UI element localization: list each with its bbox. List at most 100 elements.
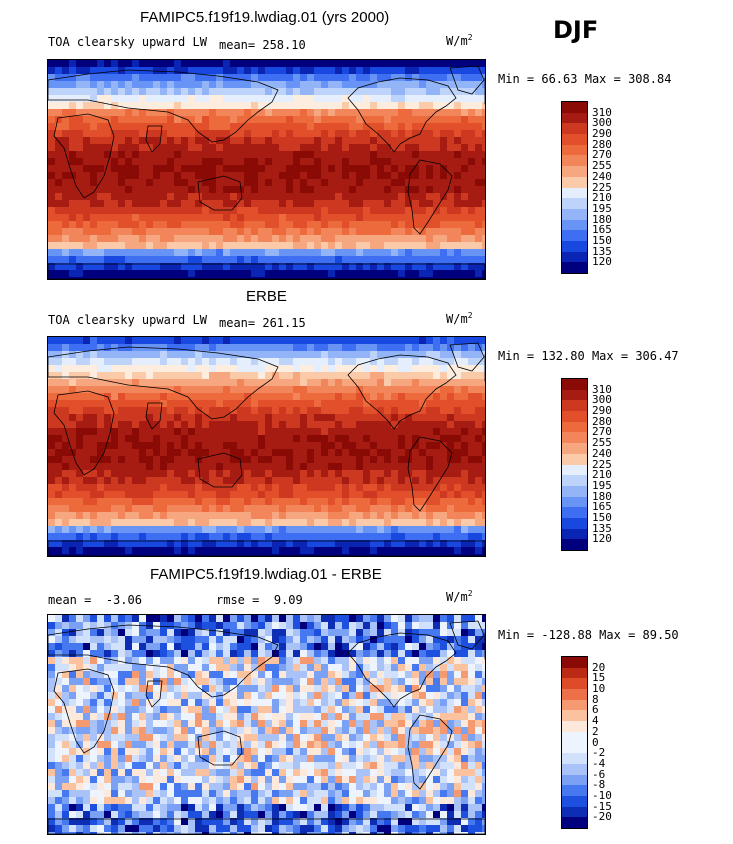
field-cell bbox=[279, 442, 287, 450]
field-cell bbox=[188, 116, 196, 124]
field-cell bbox=[230, 615, 238, 623]
field-cell bbox=[90, 256, 98, 264]
field-cell bbox=[76, 685, 84, 693]
field-cell bbox=[335, 456, 343, 464]
field-cell bbox=[279, 470, 287, 478]
field-cell bbox=[349, 379, 357, 387]
field-cell bbox=[125, 172, 133, 180]
field-cell bbox=[293, 249, 301, 257]
field-cell bbox=[265, 470, 273, 478]
field-cell bbox=[384, 519, 392, 527]
field-cell bbox=[300, 95, 308, 103]
field-cell bbox=[160, 463, 168, 471]
field-cell bbox=[300, 365, 308, 373]
field-cell bbox=[132, 400, 140, 408]
field-cell bbox=[405, 622, 413, 630]
field-cell bbox=[174, 421, 182, 429]
field-cell bbox=[272, 435, 280, 443]
field-cell bbox=[90, 435, 98, 443]
field-cell bbox=[55, 109, 63, 117]
field-cell bbox=[55, 484, 63, 492]
field-cell bbox=[265, 643, 273, 651]
field-cell bbox=[405, 650, 413, 658]
field-cell bbox=[160, 540, 168, 548]
field-cell bbox=[391, 692, 399, 700]
field-cell bbox=[146, 491, 154, 499]
field-cell bbox=[104, 629, 112, 637]
field-cell bbox=[125, 622, 133, 630]
field-cell bbox=[97, 692, 105, 700]
field-cell bbox=[447, 692, 455, 700]
field-cell bbox=[405, 400, 413, 408]
field-cell bbox=[188, 456, 196, 464]
field-cell bbox=[426, 109, 434, 117]
field-cell bbox=[62, 344, 70, 352]
field-cell bbox=[230, 456, 238, 464]
field-cell bbox=[258, 692, 266, 700]
field-cell bbox=[237, 692, 245, 700]
field-cell bbox=[482, 242, 485, 250]
field-cell bbox=[293, 200, 301, 208]
field-cell bbox=[223, 484, 231, 492]
field-cell bbox=[356, 337, 364, 345]
field-cell bbox=[356, 358, 364, 366]
field-cell bbox=[468, 130, 476, 138]
field-cell bbox=[55, 130, 63, 138]
field-cell bbox=[279, 130, 287, 138]
field-cell bbox=[118, 526, 126, 534]
field-cell bbox=[440, 678, 448, 686]
field-cell bbox=[160, 270, 168, 278]
field-cell bbox=[286, 242, 294, 250]
field-cell bbox=[398, 554, 406, 556]
field-cell bbox=[167, 456, 175, 464]
field-cell bbox=[377, 505, 385, 513]
field-cell bbox=[76, 337, 84, 345]
field-cell bbox=[391, 699, 399, 707]
field-cell bbox=[209, 228, 217, 236]
field-cell bbox=[62, 442, 70, 450]
field-cell bbox=[125, 344, 133, 352]
field-cell bbox=[223, 221, 231, 229]
field-cell bbox=[139, 678, 147, 686]
field-cell bbox=[335, 228, 343, 236]
field-cell bbox=[55, 144, 63, 152]
field-cell bbox=[69, 249, 77, 257]
field-cell bbox=[90, 650, 98, 658]
field-cell bbox=[300, 144, 308, 152]
field-cell bbox=[244, 358, 252, 366]
field-cell bbox=[209, 60, 217, 68]
field-cell bbox=[419, 442, 427, 450]
field-cell bbox=[426, 365, 434, 373]
field-cell bbox=[454, 214, 462, 222]
field-cell bbox=[391, 678, 399, 686]
field-cell bbox=[447, 470, 455, 478]
field-cell bbox=[342, 263, 350, 271]
field-cell bbox=[454, 400, 462, 408]
field-cell bbox=[139, 699, 147, 707]
field-cell bbox=[265, 421, 273, 429]
coastline bbox=[347, 77, 457, 153]
field-cell bbox=[272, 67, 280, 75]
field-cell bbox=[216, 242, 224, 250]
field-cell bbox=[279, 498, 287, 506]
field-cell bbox=[160, 109, 168, 117]
field-cell bbox=[363, 678, 371, 686]
field-cell bbox=[384, 207, 392, 215]
field-cell bbox=[405, 200, 413, 208]
field-cell bbox=[202, 435, 210, 443]
field-cell bbox=[468, 179, 476, 187]
field-cell bbox=[286, 344, 294, 352]
field-cell bbox=[202, 393, 210, 401]
field-cell bbox=[377, 358, 385, 366]
field-cell bbox=[307, 547, 315, 555]
field-cell bbox=[209, 554, 217, 556]
field-cell bbox=[139, 547, 147, 555]
field-cell bbox=[482, 463, 485, 471]
field-cell bbox=[62, 449, 70, 457]
field-cell bbox=[90, 615, 98, 623]
field-cell bbox=[132, 533, 140, 541]
field-cell bbox=[188, 74, 196, 82]
field-cell bbox=[307, 256, 315, 264]
field-cell bbox=[307, 144, 315, 152]
field-cell bbox=[90, 95, 98, 103]
